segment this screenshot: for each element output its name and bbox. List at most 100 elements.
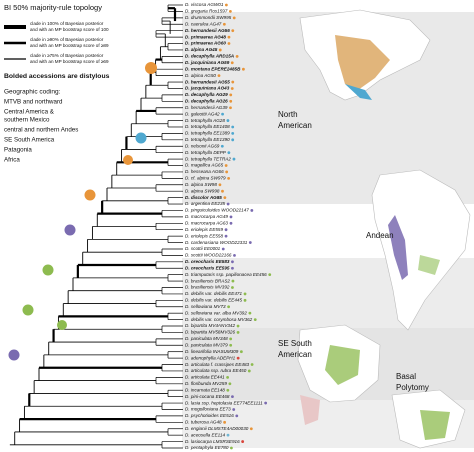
taxon-label: D. psychotioides EE516 [185,413,234,418]
region-dot [226,202,230,206]
node-pie [135,132,147,144]
taxon-label: D. tetraphylla EE1389 [185,131,230,136]
region-dot [248,311,252,315]
taxon-label: D. scottii WOOD22166 [185,253,232,258]
taxon-label: D. engianii DLMSTE4AD00030 [185,426,249,431]
title: BI 50% majority-rule topology [4,3,102,12]
taxon-label: D. sellowiana MV73 [185,304,226,309]
region-dot [223,420,227,424]
node-pie [123,155,133,165]
region-dot [242,67,245,71]
region-dot [231,279,235,283]
taxon-label: D. alpina AG50 [185,73,216,78]
taxon-label: D. argentina EE235 [185,201,226,206]
taxon-label: D. tetraphylla DEPP [185,150,227,155]
region-dot [231,125,235,129]
bold-note: Bolded accessions are distylous [4,73,110,80]
region-dot [268,273,272,277]
taxon-label: D. drummondii SW995 [185,15,232,20]
region-dot [231,286,234,289]
taxon-label: D. articulata EE441 [185,375,225,380]
taxon-label: D. scottii EE0001 [185,246,221,251]
taxon-label: D. alpina SW98 [185,182,217,187]
taxon-label: D. nelsonii AG69 [185,143,220,148]
taxon-label: D. oreocharis EE583 [185,259,230,264]
taxon-label: D. tuberosa AG48 [185,420,222,425]
taxon-label: D. paniculata MV348 [185,336,228,341]
taxon-label: D. adenophylla ADEPH1 [185,355,236,360]
taxon-label: D. tetraphylla EE1408 [185,124,230,129]
map-label: North [278,110,298,119]
region-dot [227,305,231,309]
region-dot [229,93,233,97]
taxon-label: D. caerulea AG47 [185,21,222,26]
region-dot [243,292,247,296]
region-dot [231,29,235,33]
region-dot [226,433,230,437]
taxon-label: D. gregaria Ros1597 [185,9,228,14]
region-label: MTVB and northward [4,99,63,106]
map-region [300,395,320,425]
region-dot [227,42,231,45]
region-dot [225,170,229,174]
region-dot [229,99,233,103]
region-dot [243,298,247,302]
map-region [325,345,360,385]
region-dot [218,48,222,52]
geo-heading: Geographic coding: [4,89,61,96]
region-dot [220,144,224,148]
region-dot [229,221,233,225]
taxon-label: D. paniculata MV379 [185,342,228,347]
map-label: Andean [366,231,394,240]
taxon-label: D. hesseana AG66 [185,169,224,174]
region-dot [235,414,239,418]
region-dot [236,331,240,334]
taxon-label: D. brasiliensis BRAS2 [185,278,230,283]
taxon-label: D. discolor AG85 [185,195,222,200]
region-dot [250,209,254,212]
region-dot [249,427,253,431]
region-dot [226,388,230,392]
legend-text: clade in ≥90% of Bayesian posterior [30,37,104,42]
region-dot [241,440,245,443]
region-dot [231,266,234,270]
region-dot [248,241,252,244]
taxon-label: D. articulata ssp. rubra EE450 [185,368,247,373]
node-pie [64,224,76,236]
taxon-label: D. lasiocarpa LMSRSE916 [185,439,240,444]
tree [9,4,183,449]
taxon-label: D. triamputaris ssp. papilionacea EE456 [185,272,267,277]
taxon-label: D. articulata f. crassipes EE483 [185,362,250,367]
region-dot [236,356,240,360]
region-dot [231,395,234,399]
region-dot [230,61,234,65]
region-dot [232,157,236,161]
region-dot [227,35,231,39]
region-dot [232,408,236,411]
taxon-label: D. mogolloniana EE73 [185,407,231,412]
taxon-label: D. hernandesii AG55 [185,79,230,84]
taxon-label: D. debilis var. debilis EE445 [185,298,242,303]
region-dot [227,151,231,155]
taxon-label: D. oreocharis EE595 [185,265,230,270]
region-dot [231,132,235,135]
map-region [420,410,450,440]
region-dot [250,363,254,366]
region-label: SE South America [4,137,55,144]
region-dot [228,382,232,386]
taxon-label: D. eriolepis EE559 [185,227,223,232]
map-region [388,215,408,280]
legend-text: and with an MP bootstrap score of 100 [30,27,109,32]
region-dot [231,80,235,84]
region-dot [236,324,240,328]
region-dot [247,369,251,373]
taxon-label: D. decaphylla AG29 [185,92,228,97]
region-dot [224,3,228,7]
taxon-label: D. linearifolia INASUM309 [185,349,239,354]
taxon-label: D. montana EPERE2485B [185,66,241,71]
region-dot [239,350,243,354]
region-dot [222,22,226,26]
region-dot [228,10,232,13]
taxon-label: D. jacquiniana AG59 [185,60,230,65]
